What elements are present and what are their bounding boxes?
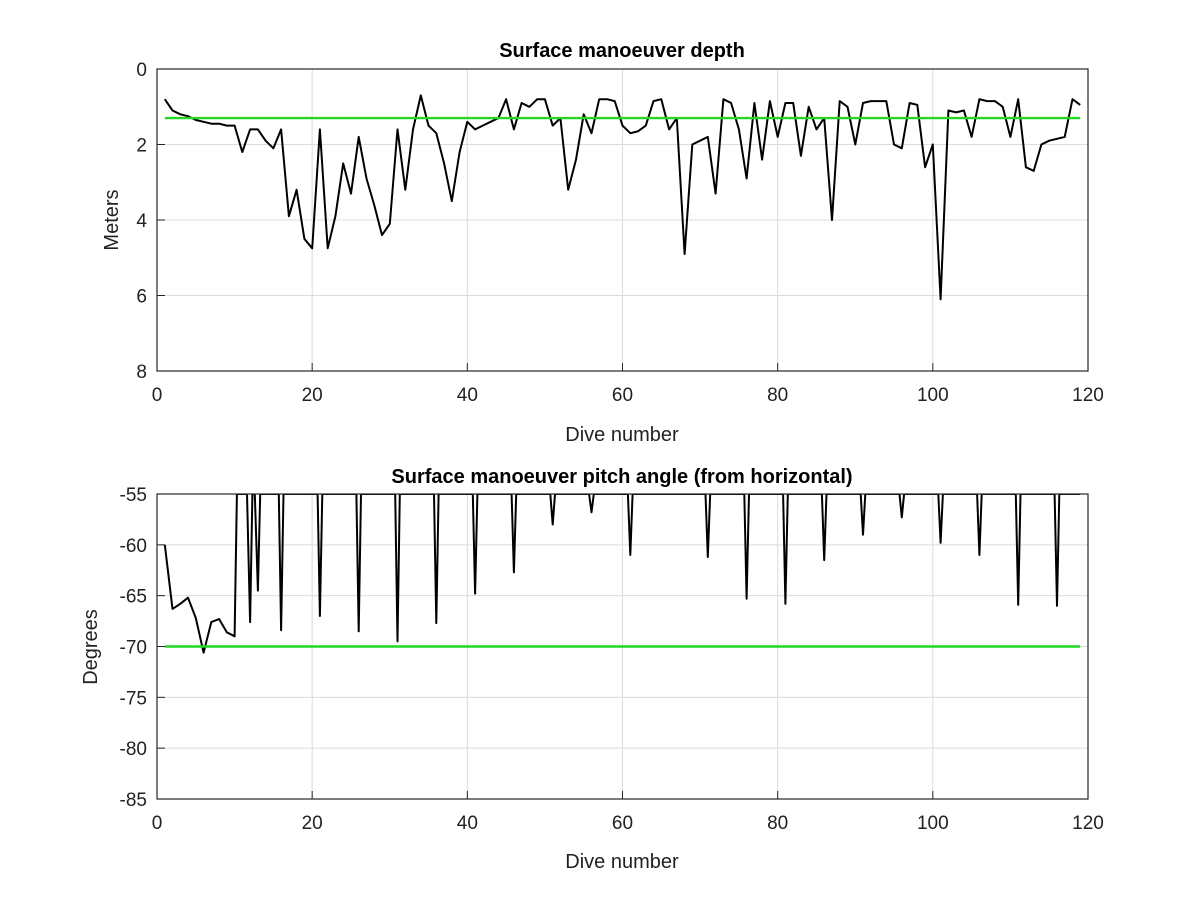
pitch-series bbox=[163, 494, 1081, 654]
pitch-xtick-label: 40 bbox=[457, 813, 478, 834]
depth-xtick-label: 100 bbox=[917, 385, 949, 406]
pitch-xlabel: Dive number bbox=[565, 851, 679, 873]
depth-ytick-label: 6 bbox=[136, 287, 147, 308]
pitch-title: Surface manoeuver pitch angle (from hori… bbox=[391, 466, 852, 488]
pitch-ytick-label: -80 bbox=[120, 739, 147, 760]
depth-title: Surface manoeuver depth bbox=[499, 40, 745, 62]
depth-data-line bbox=[163, 94, 1081, 301]
pitch-xtick-label: 60 bbox=[612, 813, 633, 834]
depth-series bbox=[163, 94, 1081, 301]
depth-ylabel: Meters bbox=[101, 189, 123, 250]
pitch-ticks: 0 20 40 60 80 100 120 -55 -60 -65 -70 -75 -80 -85 bbox=[120, 485, 1104, 834]
depth-ytick-label: 0 bbox=[136, 60, 147, 81]
depth-xtick-label: 80 bbox=[767, 385, 788, 406]
depth-ytick-label: 4 bbox=[136, 211, 147, 232]
pitch-xtick-label: 0 bbox=[152, 813, 163, 834]
depth-xtick-label: 20 bbox=[302, 385, 323, 406]
depth-xtick-label: 0 bbox=[152, 385, 163, 406]
depth-ticks: 0 20 40 60 80 100 120 0 2 4 6 8 bbox=[136, 60, 1103, 406]
depth-ytick-label: 8 bbox=[136, 362, 147, 383]
pitch-ytick-label: -75 bbox=[120, 688, 147, 709]
pitch-xtick-label: 120 bbox=[1072, 813, 1104, 834]
pitch-xtick-label: 100 bbox=[917, 813, 949, 834]
pitch-plot: 0 20 40 60 80 100 120 -55 -60 -65 -70 -75 -80 -85 Sur… bbox=[80, 466, 1104, 873]
pitch-ylabel: Degrees bbox=[80, 609, 102, 685]
depth-ytick-label: 2 bbox=[136, 136, 147, 157]
pitch-xtick-label: 80 bbox=[767, 813, 788, 834]
pitch-ytick-label: -70 bbox=[120, 638, 147, 659]
pitch-ytick-label: -85 bbox=[120, 790, 147, 811]
pitch-xtick-label: 20 bbox=[302, 813, 323, 834]
depth-xtick-label: 60 bbox=[612, 385, 633, 406]
depth-plot: 0 20 40 60 80 100 120 0 2 4 6 8 Surface manoeuver d… bbox=[101, 40, 1104, 446]
pitch-ytick-label: -55 bbox=[120, 485, 147, 506]
depth-xlabel: Dive number bbox=[565, 424, 679, 446]
depth-xtick-label: 40 bbox=[457, 385, 478, 406]
pitch-ytick-label: -60 bbox=[120, 536, 147, 557]
pitch-ytick-label: -65 bbox=[120, 587, 147, 608]
depth-xtick-label: 120 bbox=[1072, 385, 1104, 406]
